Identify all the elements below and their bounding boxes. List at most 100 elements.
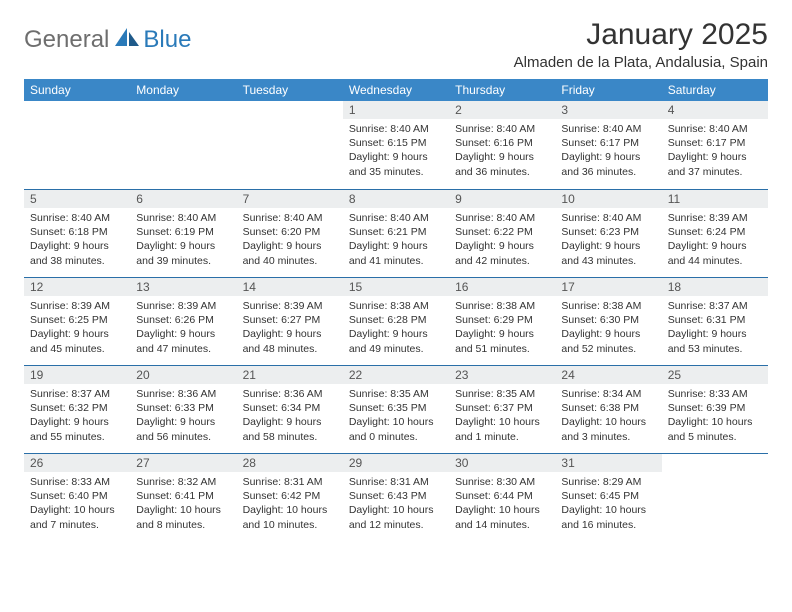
daylight-text: Daylight: 10 hours and 8 minutes. xyxy=(136,503,230,531)
sunrise-text: Sunrise: 8:33 AM xyxy=(668,387,762,401)
sunset-text: Sunset: 6:18 PM xyxy=(30,225,124,239)
day-data: Sunrise: 8:36 AMSunset: 6:34 PMDaylight:… xyxy=(237,384,343,450)
day-number: 13 xyxy=(130,277,236,296)
weekday-header: Sunday xyxy=(24,79,130,101)
daylight-text: Daylight: 9 hours and 40 minutes. xyxy=(243,239,337,267)
sunset-text: Sunset: 6:30 PM xyxy=(561,313,655,327)
sunrise-text: Sunrise: 8:38 AM xyxy=(561,299,655,313)
day-number-blank xyxy=(237,101,343,119)
sunset-text: Sunset: 6:23 PM xyxy=(561,225,655,239)
calendar-day-cell: 12Sunrise: 8:39 AMSunset: 6:25 PMDayligh… xyxy=(24,277,130,365)
sunset-text: Sunset: 6:19 PM xyxy=(136,225,230,239)
sunset-text: Sunset: 6:40 PM xyxy=(30,489,124,503)
daylight-text: Daylight: 9 hours and 39 minutes. xyxy=(136,239,230,267)
day-number: 23 xyxy=(449,365,555,384)
sunrise-text: Sunrise: 8:38 AM xyxy=(349,299,443,313)
daylight-text: Daylight: 9 hours and 52 minutes. xyxy=(561,327,655,355)
sunrise-text: Sunrise: 8:34 AM xyxy=(561,387,655,401)
day-data: Sunrise: 8:30 AMSunset: 6:44 PMDaylight:… xyxy=(449,472,555,538)
day-number: 8 xyxy=(343,189,449,208)
sunset-text: Sunset: 6:21 PM xyxy=(349,225,443,239)
sunset-text: Sunset: 6:15 PM xyxy=(349,136,443,150)
calendar-day-cell: 4Sunrise: 8:40 AMSunset: 6:17 PMDaylight… xyxy=(662,101,768,189)
calendar-day-cell: 5Sunrise: 8:40 AMSunset: 6:18 PMDaylight… xyxy=(24,189,130,277)
sunrise-text: Sunrise: 8:39 AM xyxy=(668,211,762,225)
day-number: 4 xyxy=(662,101,768,119)
calendar-day-cell: 21Sunrise: 8:36 AMSunset: 6:34 PMDayligh… xyxy=(237,365,343,453)
calendar-table: Sunday Monday Tuesday Wednesday Thursday… xyxy=(24,79,768,541)
sunrise-text: Sunrise: 8:40 AM xyxy=(30,211,124,225)
calendar-day-cell: 20Sunrise: 8:36 AMSunset: 6:33 PMDayligh… xyxy=(130,365,236,453)
daylight-text: Daylight: 9 hours and 49 minutes. xyxy=(349,327,443,355)
day-data: Sunrise: 8:40 AMSunset: 6:17 PMDaylight:… xyxy=(662,119,768,185)
sunset-text: Sunset: 6:26 PM xyxy=(136,313,230,327)
day-number: 31 xyxy=(555,453,661,472)
calendar-day-cell: 31 Sunrise: 8:29 AMSunset: 6:45 PMDayligh… xyxy=(555,453,661,541)
daylight-text: Daylight: 9 hours and 38 minutes. xyxy=(30,239,124,267)
daylight-text: Daylight: 9 hours and 36 minutes. xyxy=(561,150,655,178)
day-number: 1 xyxy=(343,101,449,119)
calendar-day-cell: 18Sunrise: 8:37 AMSunset: 6:31 PMDayligh… xyxy=(662,277,768,365)
daylight-text: Daylight: 9 hours and 51 minutes. xyxy=(455,327,549,355)
sunset-text: Sunset: 6:45 PM xyxy=(561,489,655,503)
location-text: Almaden de la Plata, Andalusia, Spain xyxy=(514,54,768,71)
sunrise-text: Sunrise: 8:29 AM xyxy=(561,475,655,489)
day-data: Sunrise: 8:37 AMSunset: 6:31 PMDaylight:… xyxy=(662,296,768,362)
sunrise-text: Sunrise: 8:39 AM xyxy=(136,299,230,313)
daylight-text: Daylight: 9 hours and 58 minutes. xyxy=(243,415,337,443)
day-data: Sunrise: 8:40 AMSunset: 6:15 PMDaylight:… xyxy=(343,119,449,185)
sunrise-text: Sunrise: 8:40 AM xyxy=(561,122,655,136)
daylight-text: Daylight: 9 hours and 47 minutes. xyxy=(136,327,230,355)
day-number: 29 xyxy=(343,453,449,472)
calendar-day-cell xyxy=(24,101,130,189)
calendar-week-row: 1Sunrise: 8:40 AMSunset: 6:15 PMDaylight… xyxy=(24,101,768,189)
sunrise-text: Sunrise: 8:40 AM xyxy=(349,211,443,225)
calendar-day-cell: 9Sunrise: 8:40 AMSunset: 6:22 PMDaylight… xyxy=(449,189,555,277)
sunrise-text: Sunrise: 8:40 AM xyxy=(136,211,230,225)
sunrise-text: Sunrise: 8:35 AM xyxy=(349,387,443,401)
sunrise-text: Sunrise: 8:31 AM xyxy=(243,475,337,489)
daylight-text: Daylight: 9 hours and 55 minutes. xyxy=(30,415,124,443)
sunset-text: Sunset: 6:42 PM xyxy=(243,489,337,503)
page-title: January 2025 xyxy=(514,18,768,52)
sunset-text: Sunset: 6:20 PM xyxy=(243,225,337,239)
day-data: Sunrise: 8:39 AMSunset: 6:24 PMDaylight:… xyxy=(662,208,768,274)
sunset-text: Sunset: 6:43 PM xyxy=(349,489,443,503)
day-number: 2 xyxy=(449,101,555,119)
sunset-text: Sunset: 6:28 PM xyxy=(349,313,443,327)
sunset-text: Sunset: 6:44 PM xyxy=(455,489,549,503)
day-data: Sunrise: 8:31 AMSunset: 6:42 PMDaylight:… xyxy=(237,472,343,538)
day-data: Sunrise: 8:33 AMSunset: 6:40 PMDaylight:… xyxy=(24,472,130,538)
calendar-day-cell: 1Sunrise: 8:40 AMSunset: 6:15 PMDaylight… xyxy=(343,101,449,189)
sunrise-text: Sunrise: 8:30 AM xyxy=(455,475,549,489)
sunset-text: Sunset: 6:31 PM xyxy=(668,313,762,327)
day-number: 24 xyxy=(555,365,661,384)
day-data: Sunrise: 8:40 AMSunset: 6:18 PMDaylight:… xyxy=(24,208,130,274)
logo-text-2: Blue xyxy=(143,26,191,54)
day-data: Sunrise: 8:39 AMSunset: 6:26 PMDaylight:… xyxy=(130,296,236,362)
daylight-text: Daylight: 9 hours and 53 minutes. xyxy=(668,327,762,355)
day-number: 17 xyxy=(555,277,661,296)
day-data: Sunrise: 8:38 AMSunset: 6:28 PMDaylight:… xyxy=(343,296,449,362)
sunrise-text: Sunrise: 8:40 AM xyxy=(455,122,549,136)
daylight-text: Daylight: 9 hours and 43 minutes. xyxy=(561,239,655,267)
weekday-header: Monday xyxy=(130,79,236,101)
day-data: Sunrise: 8:35 AMSunset: 6:37 PMDaylight:… xyxy=(449,384,555,450)
sunset-text: Sunset: 6:25 PM xyxy=(30,313,124,327)
day-data: Sunrise: 8:39 AMSunset: 6:27 PMDaylight:… xyxy=(237,296,343,362)
weekday-header: Thursday xyxy=(449,79,555,101)
day-number: 28 xyxy=(237,453,343,472)
daylight-text: Daylight: 10 hours and 16 minutes. xyxy=(561,503,655,531)
day-number-blank xyxy=(662,453,768,471)
day-data: Sunrise: 8:33 AMSunset: 6:39 PMDaylight:… xyxy=(662,384,768,450)
daylight-text: Daylight: 9 hours and 37 minutes. xyxy=(668,150,762,178)
calendar-day-cell xyxy=(130,101,236,189)
day-number: 27 xyxy=(130,453,236,472)
day-number: 7 xyxy=(237,189,343,208)
logo-text-1: General xyxy=(24,26,109,54)
calendar-header-row: Sunday Monday Tuesday Wednesday Thursday… xyxy=(24,79,768,101)
sunset-text: Sunset: 6:34 PM xyxy=(243,401,337,415)
daylight-text: Daylight: 10 hours and 0 minutes. xyxy=(349,415,443,443)
sunrise-text: Sunrise: 8:37 AM xyxy=(668,299,762,313)
day-data: Sunrise: 8:37 AMSunset: 6:32 PMDaylight:… xyxy=(24,384,130,450)
